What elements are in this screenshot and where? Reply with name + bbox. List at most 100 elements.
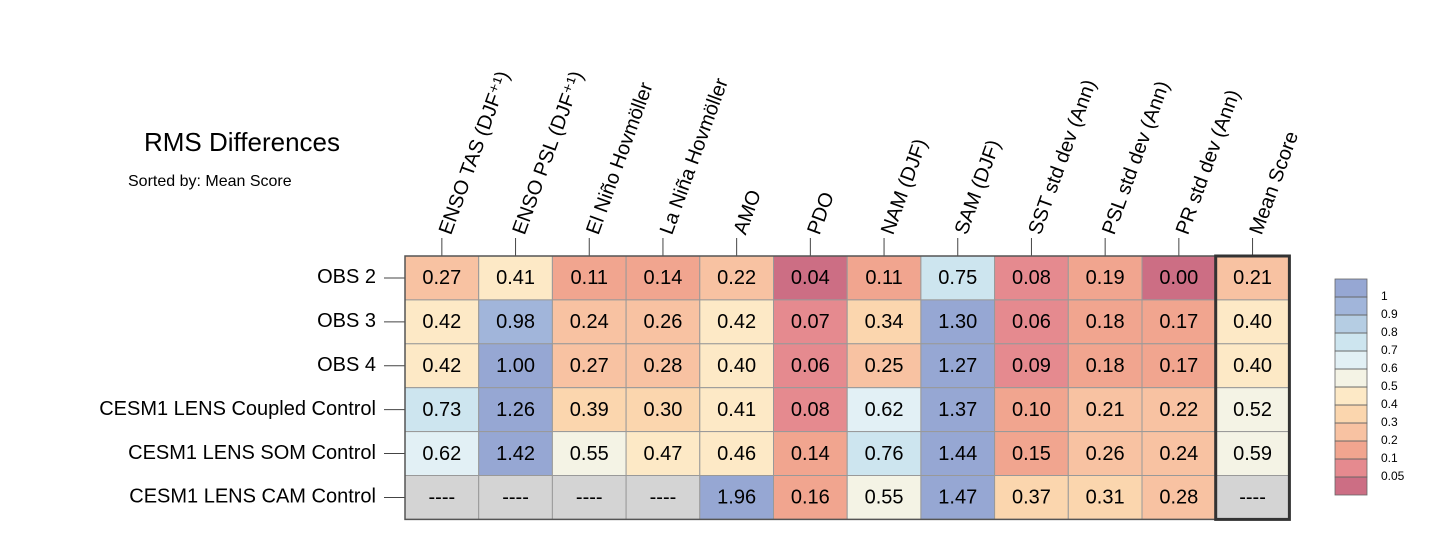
cell [920,387,996,433]
row-label: CESM1 LENS CAM Control [129,486,376,508]
cell-label: 0.00 [1159,267,1198,289]
cell [773,475,848,520]
cell-label: 0.26 [1086,443,1125,465]
cell-label: 0.40 [1233,355,1272,377]
cell [1067,475,1143,520]
colorbar-label: 0.4 [1381,397,1398,411]
cell-label: 0.22 [717,267,756,289]
cell [846,255,922,301]
cell [994,431,1069,477]
column-label: SST std dev (Ann) [1024,77,1100,238]
cell [773,387,848,433]
cell-label: 0.59 [1233,443,1272,465]
cell [625,387,701,433]
cell-label: 0.06 [1012,311,1051,333]
cell-label: 0.08 [1012,267,1051,289]
cell [773,343,848,389]
column-label: ENSO PSL (DJF⁺¹) [509,68,589,237]
cell-label: 0.42 [717,311,756,333]
cell-label: 0.24 [570,311,609,333]
cell-label: 0.08 [791,399,830,421]
column-label: AMO [730,187,766,237]
cell-label: ---- [429,487,456,509]
cell [994,343,1069,389]
cell-label: 0.37 [1012,487,1051,509]
cell-label: 0.42 [422,311,461,333]
cell-label: ---- [1239,487,1266,509]
cell-label: 0.40 [1233,311,1272,333]
column-label: La Niña Hovmöller [656,75,733,237]
cell-label: 0.98 [496,311,535,333]
row-label: CESM1 LENS SOM Control [128,442,376,464]
cell-label: 0.40 [717,355,756,377]
colorbar-label: 0.8 [1381,325,1398,339]
cell-label: ---- [576,487,603,509]
cell [846,431,922,477]
cell-label: 0.16 [791,487,830,509]
cell-label: 0.27 [570,355,609,377]
cell-label: 0.11 [865,267,902,289]
colorbar-box [1334,458,1368,478]
cell [1141,387,1217,433]
column-label: NAM (DJF) [877,136,932,237]
cell [699,387,774,433]
colorbar-label: 0.9 [1381,307,1398,321]
cell [773,431,848,477]
cell-label: 1.26 [496,399,535,421]
cell-label: 1.96 [717,487,756,509]
cell-label: 1.27 [938,355,977,377]
cell-label: 0.21 [1233,267,1272,289]
cell [625,299,701,345]
column-label: PDO [803,189,838,237]
cell-label: 0.28 [643,355,682,377]
colorbar-label: 0.1 [1381,451,1398,465]
cell-label: 0.21 [1086,399,1125,421]
cell-label: 1.44 [938,443,977,465]
chart-subtitle: Sorted by: Mean Score [128,173,292,190]
cell-label: 0.17 [1159,311,1198,333]
cell [1067,431,1143,477]
cell [1215,299,1290,345]
cell-label: 0.24 [1159,443,1198,465]
colorbar-label: 0.2 [1381,433,1398,447]
missing-cell [551,475,627,520]
colorbar-box [1334,422,1368,442]
cell-label: 0.15 [1012,443,1051,465]
cell-label: 0.52 [1233,399,1272,421]
cell-label: 0.18 [1086,311,1125,333]
cell-label: 0.27 [422,267,461,289]
cell-label: 0.31 [1086,487,1125,509]
cell-label: 1.42 [496,443,535,465]
cell-label: 0.25 [865,355,904,377]
cell-label: 1.00 [496,355,535,377]
cell-label: 0.39 [570,399,609,421]
cell [551,299,627,345]
cell-label: 0.19 [1086,267,1125,289]
cell [994,475,1069,520]
colorbar-box [1334,314,1368,334]
column-label: SAM (DJF) [951,137,1005,237]
cell-label: 0.09 [1012,355,1051,377]
colorbar-box [1334,368,1368,388]
cell-label: 0.10 [1012,399,1051,421]
row-label: CESM1 LENS Coupled Control [99,398,376,420]
cell-label: 0.04 [791,267,830,289]
missing-cell [478,475,553,520]
cell [478,387,553,433]
cell-label: 0.62 [422,443,461,465]
cell-label: 0.62 [865,399,904,421]
cell-label: 1.37 [938,399,977,421]
cell-label: 0.55 [865,487,904,509]
column-label: PR std dev (Ann) [1172,87,1245,238]
colorbar-box [1334,332,1368,352]
cell-label: 0.55 [570,443,609,465]
cell-label: 0.11 [571,267,608,289]
colorbar-box [1334,440,1368,460]
cell [551,343,627,389]
cell [699,255,774,301]
colorbar-box [1334,476,1368,496]
colorbar-label: 0.3 [1381,415,1398,429]
cell-label: 0.07 [791,311,830,333]
colorbar-label: 0.5 [1381,379,1398,393]
row-label: OBS 4 [317,354,376,376]
